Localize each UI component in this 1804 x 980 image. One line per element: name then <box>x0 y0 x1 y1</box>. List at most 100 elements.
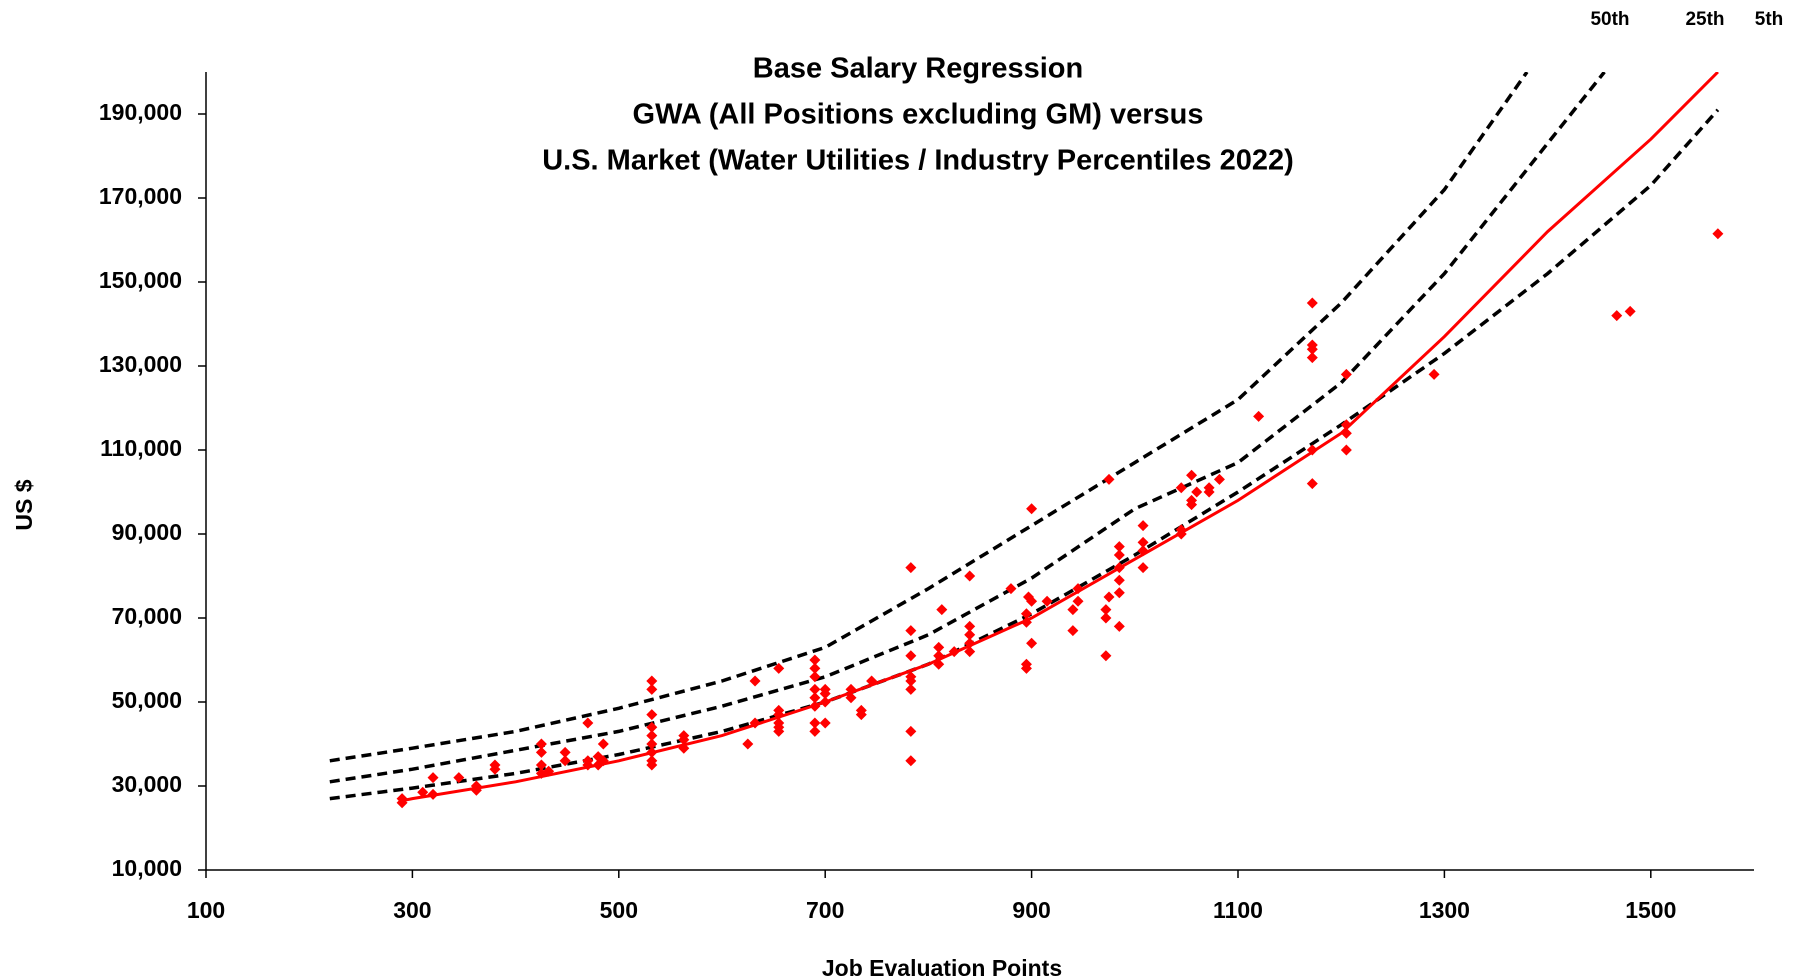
y-tick-label: 70,000 <box>112 603 182 629</box>
data-point <box>1306 339 1318 351</box>
data-point <box>1113 587 1125 599</box>
data-point <box>1340 427 1352 439</box>
data-point <box>1175 482 1187 494</box>
data-point <box>1113 562 1125 574</box>
data-point <box>646 683 658 695</box>
data-point <box>819 717 831 729</box>
data-point <box>1137 520 1149 532</box>
data-point <box>1026 503 1038 515</box>
data-point <box>1103 473 1115 485</box>
data-point <box>470 780 482 792</box>
data-point <box>1020 658 1032 670</box>
data-point <box>742 738 754 750</box>
data-point <box>1253 410 1265 422</box>
data-point <box>535 738 547 750</box>
data-point <box>964 570 976 582</box>
data-point <box>948 646 960 658</box>
percentile-curve <box>329 108 1720 801</box>
data-point <box>1100 604 1112 616</box>
data-point <box>1113 541 1125 553</box>
data-point <box>1611 310 1623 322</box>
data-point <box>1186 494 1198 506</box>
data-point <box>559 746 571 758</box>
data-point <box>749 717 761 729</box>
data-point <box>489 759 501 771</box>
data-point <box>1113 549 1125 561</box>
data-point <box>678 730 690 742</box>
data-point <box>809 671 821 683</box>
data-point <box>646 730 658 742</box>
data-point <box>1137 545 1149 557</box>
percentile-curve <box>329 72 1529 763</box>
y-tick-label: 110,000 <box>100 435 182 461</box>
data-point <box>427 772 439 784</box>
data-point <box>646 738 658 750</box>
data-point <box>1306 352 1318 364</box>
data-point <box>933 650 945 662</box>
data-point <box>809 717 821 729</box>
data-point <box>845 683 857 695</box>
data-point <box>1306 478 1318 490</box>
x-tick-label: 900 <box>1012 897 1050 923</box>
data-point <box>1213 473 1225 485</box>
data-point <box>933 641 945 653</box>
data-point <box>819 683 831 695</box>
data-point <box>678 742 690 754</box>
curve-label: 25th <box>1685 9 1724 30</box>
data-point <box>1067 604 1079 616</box>
data-point <box>819 696 831 708</box>
x-axis-label: Job Evaluation Points <box>822 955 1062 980</box>
data-point <box>936 604 948 616</box>
data-point <box>582 717 594 729</box>
data-point <box>866 675 878 687</box>
data-point <box>749 675 761 687</box>
data-point <box>1340 444 1352 456</box>
data-point <box>905 671 917 683</box>
data-point <box>1113 574 1125 586</box>
y-tick-label: 190,000 <box>99 99 182 125</box>
data-point <box>905 683 917 695</box>
data-point <box>1072 583 1084 595</box>
y-tick-label: 30,000 <box>112 771 182 797</box>
curve-label: 50th <box>1590 9 1629 30</box>
data-point <box>1137 562 1149 574</box>
data-point <box>773 704 785 716</box>
x-tick-label: 1100 <box>1213 897 1263 923</box>
data-point <box>396 793 408 805</box>
x-tick-label: 300 <box>393 897 431 923</box>
data-point <box>1306 297 1318 309</box>
data-point <box>773 662 785 674</box>
data-point <box>809 692 821 704</box>
data-point <box>1137 536 1149 548</box>
data-point <box>646 721 658 733</box>
data-point <box>905 725 917 737</box>
regression-line <box>401 72 1719 803</box>
data-point <box>1340 368 1352 380</box>
data-point <box>964 637 976 649</box>
data-point <box>1100 612 1112 624</box>
data-point <box>646 675 658 687</box>
data-point <box>1072 595 1084 607</box>
x-tick-label: 700 <box>806 897 844 923</box>
data-point <box>543 765 555 777</box>
data-point <box>1428 368 1440 380</box>
data-point <box>773 717 785 729</box>
y-tick-label: 170,000 <box>99 183 182 209</box>
data-point <box>535 746 547 758</box>
data-point <box>1005 583 1017 595</box>
data-point <box>905 650 917 662</box>
y-tick-label: 10,000 <box>112 855 182 881</box>
data-point <box>964 620 976 632</box>
y-tick-label: 130,000 <box>99 351 182 377</box>
data-point <box>905 562 917 574</box>
data-point <box>1026 595 1038 607</box>
data-point <box>1020 616 1032 628</box>
data-point <box>933 658 945 670</box>
data-point <box>1067 625 1079 637</box>
data-point <box>646 755 658 767</box>
data-point <box>535 759 547 771</box>
data-point <box>1624 305 1636 317</box>
data-point <box>809 725 821 737</box>
data-point <box>417 786 429 798</box>
data-point <box>453 772 465 784</box>
